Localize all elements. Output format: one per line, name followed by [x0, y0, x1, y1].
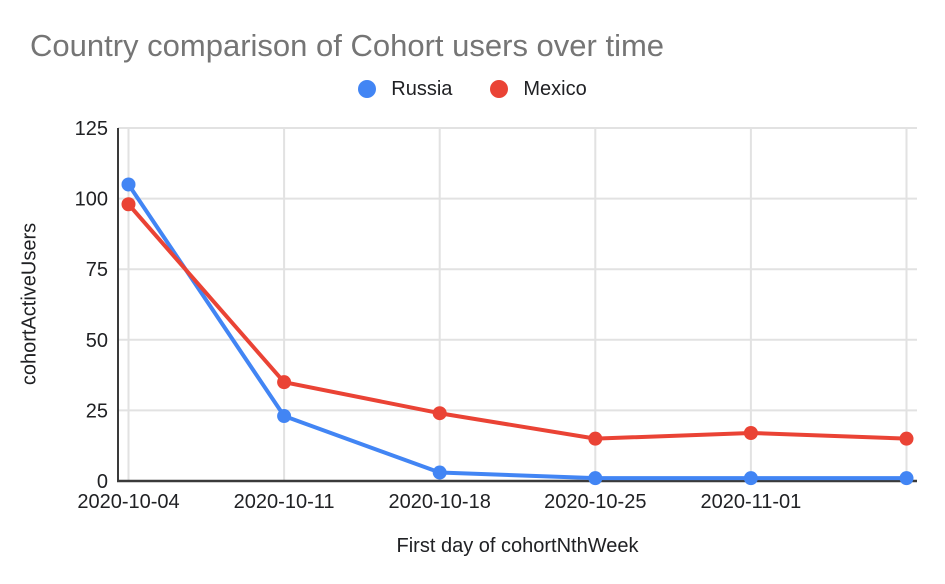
- chart-title: Country comparison of Cohort users over …: [30, 28, 665, 63]
- y-tick-label: 100: [75, 189, 108, 211]
- y-axis-title: cohortActiveUsers: [18, 222, 41, 386]
- legend-label-russia: Russia: [391, 77, 453, 100]
- x-tick-label: 2020-10-25: [544, 491, 646, 513]
- data-point-mexico-0[interactable]: [121, 197, 136, 212]
- data-point-russia-0[interactable]: [121, 177, 136, 192]
- series-line-russia[interactable]: [126, 183, 907, 481]
- data-point-russia-1[interactable]: [277, 409, 292, 424]
- series-line-mexico[interactable]: [126, 202, 907, 441]
- legend-swatch-russia-icon: [358, 80, 377, 98]
- legend-item-mexico[interactable]: Mexico: [490, 77, 587, 101]
- data-point-russia-2[interactable]: [432, 465, 447, 480]
- x-tick-label: 2020-11-01: [700, 491, 801, 513]
- data-point-mexico-5[interactable]: [899, 431, 914, 446]
- data-point-mexico-2[interactable]: [432, 406, 447, 421]
- x-axis-title: First day of cohortNthWeek: [396, 535, 639, 557]
- data-point-mexico-4[interactable]: [743, 425, 758, 440]
- y-tick-label: 125: [75, 118, 108, 140]
- x-tick-label: 2020-10-04: [77, 491, 179, 513]
- data-point-mexico-3[interactable]: [588, 431, 603, 446]
- data-point-russia-3[interactable]: [588, 471, 603, 486]
- y-tick-label: 75: [86, 259, 108, 281]
- x-tick-label: 2020-10-18: [389, 491, 491, 513]
- legend-item-russia[interactable]: Russia: [358, 78, 452, 101]
- y-tick-label: 0: [97, 471, 108, 493]
- chart-legend: Russia Mexico: [0, 75, 945, 103]
- y-tick-label: 25: [86, 400, 108, 422]
- data-point-russia-5[interactable]: [899, 471, 914, 486]
- data-point-mexico-1[interactable]: [277, 375, 292, 390]
- data-point-russia-4[interactable]: [743, 471, 758, 486]
- y-tick-label: 50: [86, 330, 108, 352]
- x-tick-label: 2020-10-11: [234, 491, 335, 513]
- legend-label-mexico: Mexico: [523, 77, 587, 100]
- legend-swatch-mexico-icon: [490, 80, 509, 98]
